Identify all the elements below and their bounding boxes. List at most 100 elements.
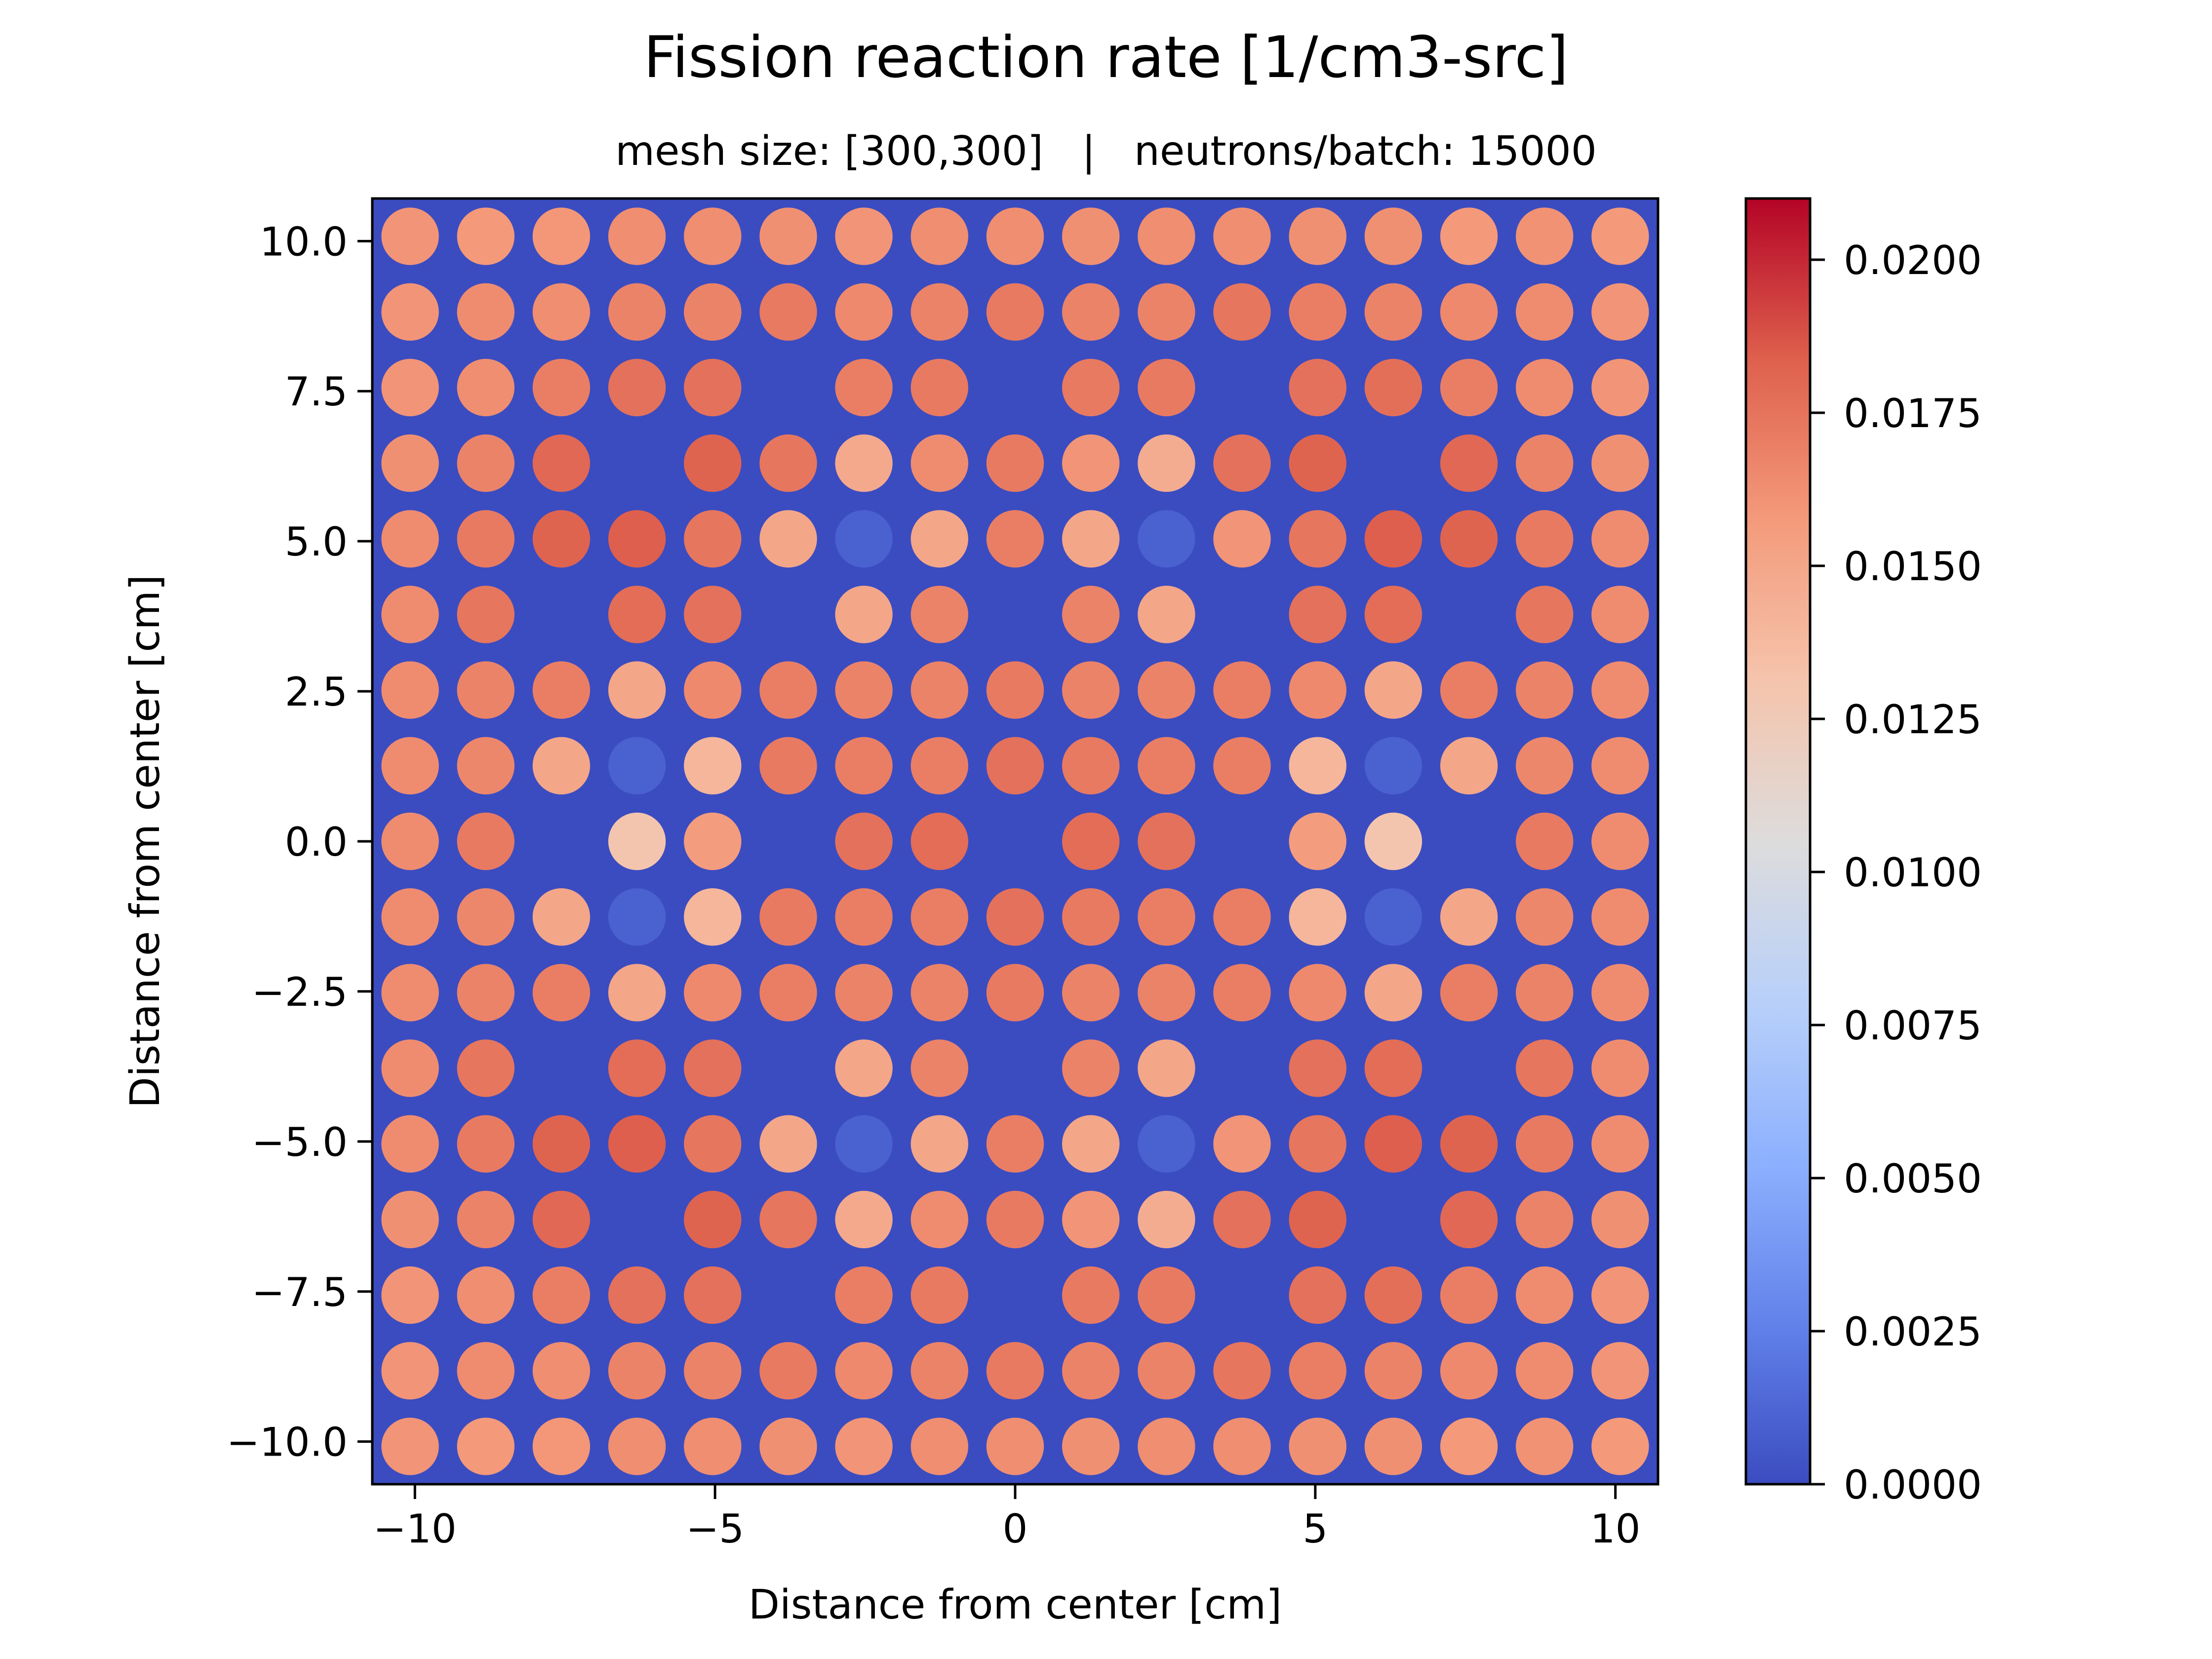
x-axis-label: Distance from center [cm] [749,1581,1282,1628]
heatmap-cell [1591,1039,1649,1097]
heatmap-cell [986,207,1044,265]
heatmap-cell [1591,1418,1649,1475]
heatmap-cell [1289,1418,1346,1475]
heatmap-cell [457,283,514,341]
y-tick-label: 10.0 [260,219,348,265]
heatmap-cell [1516,1190,1574,1249]
heatmap-cell [1516,1039,1574,1097]
y-tick-label: −5.0 [252,1119,348,1165]
heatmap-cell [381,434,439,492]
heatmap-cell [910,964,969,1022]
heatmap-cell [1062,586,1120,643]
x-tick-label: 0 [1003,1506,1028,1552]
heatmap-cell [1213,1418,1271,1475]
heatmap-cell [457,586,514,643]
heatmap-cell [457,888,514,946]
heatmap-cell [608,1418,666,1475]
heatmap-cell [684,812,742,870]
heatmap-cell [910,1418,969,1475]
heatmap-cell [835,1418,893,1475]
heatmap-cell [835,888,893,946]
heatmap-cell [532,358,591,417]
heatmap-cell [1062,358,1120,417]
heatmap-cell [532,207,591,265]
y-tick-label: −10.0 [227,1420,348,1465]
heatmap-cell [1516,888,1574,946]
heatmap-cell [532,964,591,1022]
colorbar-tick-label: 0.0050 [1844,1156,1982,1202]
heatmap-cell [457,1115,514,1173]
heatmap-cell [1440,661,1498,719]
heatmap-cell [1591,358,1649,417]
heatmap-cell [381,1342,439,1400]
heatmap-cell [1364,1342,1422,1400]
heatmap-cell [457,661,514,719]
heatmap-cell [684,586,742,643]
heatmap-cell [1591,283,1649,341]
heatmap-cell [1440,1418,1498,1475]
heatmap-cell [1213,888,1271,946]
heatmap-cell [532,283,591,341]
colorbar-tick-label: 0.0100 [1844,850,1982,896]
heatmap-cell [457,207,514,265]
heatmap-cell [1440,358,1498,417]
heatmap-cell [1213,1190,1271,1249]
heatmap-cell [1364,661,1422,719]
heatmap-cell [532,434,591,492]
heatmap-cell [835,737,893,795]
heatmap-cell [684,737,742,795]
heatmap-cell [1138,812,1195,870]
heatmap-cell [1364,1418,1422,1475]
heatmap-cell [608,586,666,643]
heatmap-cell [910,1039,969,1097]
heatmap-cell [986,1418,1044,1475]
heatmap-cell [381,1190,439,1249]
y-tick-label: 2.5 [285,669,348,715]
heatmap-cell [910,812,969,870]
heatmap-cell [1213,207,1271,265]
heatmap-cell [684,964,742,1022]
heatmap-cell [1289,888,1346,946]
heatmap-cell [1062,737,1120,795]
heatmap-cell [986,737,1044,795]
heatmap-cell [608,1039,666,1097]
heatmap-cell [1440,964,1498,1022]
heatmap-cell [1062,812,1120,870]
heatmap-cell [532,1418,591,1475]
heatmap-cell [1138,888,1195,946]
heatmap-cell [1516,434,1574,492]
heatmap-cell [835,964,893,1022]
heatmap-cell [608,283,666,341]
heatmap-cell [684,661,742,719]
colorbar-tick-label: 0.0075 [1844,1003,1982,1049]
heatmap-cell [1591,737,1649,795]
heatmap-cell [608,737,666,795]
heatmap-cell [910,586,969,643]
heatmap-cell [1591,586,1649,643]
heatmap-cell [684,358,742,417]
y-axis-label: Distance from center [cm] [122,575,169,1108]
heatmap-cell [457,358,514,417]
y-tick-label: −7.5 [252,1269,348,1315]
heatmap-cell [986,1190,1044,1249]
heatmap-cell [1516,1115,1574,1173]
colorbar-tick-label: 0.0175 [1844,391,1982,436]
heatmap-cell [1591,1342,1649,1400]
heatmap-cell [759,1342,817,1400]
heatmap-cell [759,661,817,719]
heatmap-cell [1516,812,1574,870]
heatmap-cell [1516,1266,1574,1324]
heatmap-cell [1062,1115,1120,1173]
heatmap-cell [910,283,969,341]
heatmap-cell [1440,1266,1498,1324]
heatmap-cell [1062,283,1120,341]
heatmap-cell [1062,207,1120,265]
heatmap-cell [1364,888,1422,946]
heatmap-cell [1062,1418,1120,1475]
heatmap-cell [1138,964,1195,1022]
x-tick-label: 5 [1303,1506,1328,1552]
heatmap-cell [608,358,666,417]
heatmap-cell [1591,1115,1649,1173]
heatmap-cell [759,1115,817,1173]
